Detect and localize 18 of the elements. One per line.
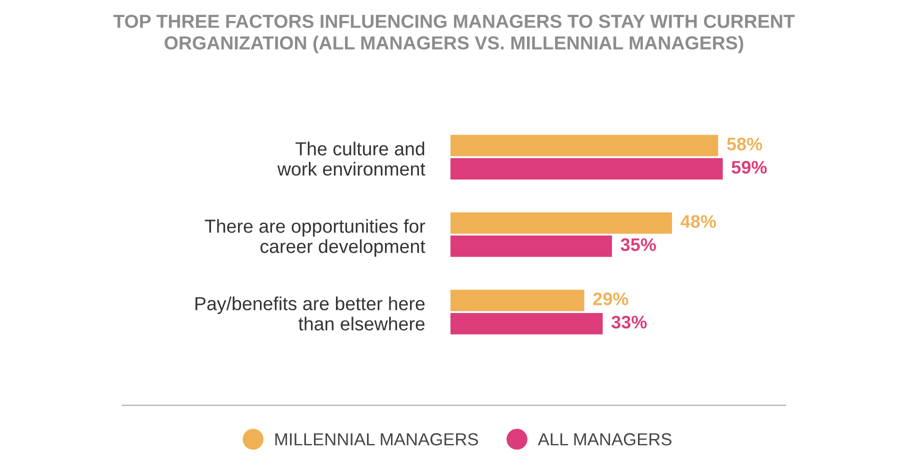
bar xyxy=(450,312,603,334)
data-label: 29% xyxy=(593,292,628,306)
y-tick-label: There are opportunities for career development xyxy=(204,219,426,257)
bar xyxy=(450,134,718,156)
bar xyxy=(450,212,672,234)
bar xyxy=(450,236,612,257)
bar xyxy=(450,158,723,180)
data-label: 35% xyxy=(620,238,656,252)
data-label: 33% xyxy=(611,316,647,329)
legend-label: ALL MANAGERS xyxy=(538,433,672,446)
legend-label: MILLENNIAL MANAGERS xyxy=(275,433,478,446)
bar xyxy=(450,290,584,312)
y-tick-label: The culture and work environment xyxy=(277,142,426,176)
data-label: 59% xyxy=(732,160,767,174)
data-label: 58% xyxy=(727,138,762,150)
data-label: 48% xyxy=(680,215,716,228)
y-tick-label: Pay/benefits are better here than elsewhere xyxy=(196,296,425,330)
chart-title: TOP THREE FACTORS INFLUENCING MANAGERS TO STAY WITH CURRENT ORGANIZATION (ALL MANAGERS VS. MILLENNIAL MANAGERS) xyxy=(113,14,795,54)
